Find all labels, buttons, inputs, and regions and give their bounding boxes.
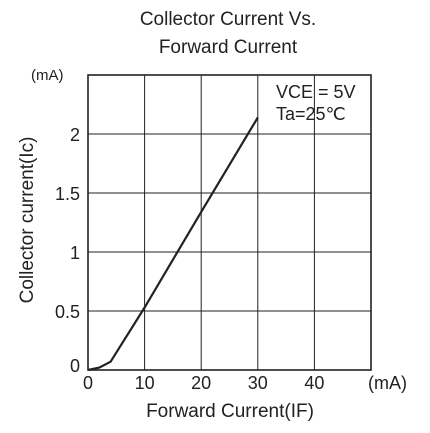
y-tick-label: 0 — [70, 356, 80, 376]
x-tick-label: 10 — [135, 373, 155, 393]
x-tick-label: 30 — [248, 373, 268, 393]
legend-ta: Ta=25℃ — [276, 104, 346, 124]
plot-frame — [87, 74, 372, 371]
x-tick-label: 40 — [304, 373, 324, 393]
chart-title-line2: Forward Current — [159, 37, 298, 58]
y-tick-labels: 0 0.5 1 1.5 2 — [55, 125, 80, 376]
x-unit-label: (mA) — [368, 373, 407, 393]
y-tick-label: 2 — [70, 125, 80, 145]
legend-vce: VCE = 5V — [276, 82, 356, 102]
y-tick-label: 0.5 — [55, 302, 80, 322]
y-tick-label: 1 — [70, 243, 80, 263]
x-axis-label: Forward Current(IF) — [146, 401, 314, 422]
x-tick-label: 0 — [83, 373, 93, 393]
grid-layer — [88, 75, 371, 370]
x-tick-labels: 0 10 20 30 40 — [83, 373, 324, 393]
chart-title-line1: Collector Current Vs. — [140, 9, 316, 30]
x-tick-label: 20 — [191, 373, 211, 393]
y-tick-label: 1.5 — [55, 184, 80, 204]
series-line — [87, 116, 259, 372]
y-unit-label: (mA) — [31, 67, 64, 84]
y-axis-label: Collector current(Ic) — [17, 137, 38, 304]
